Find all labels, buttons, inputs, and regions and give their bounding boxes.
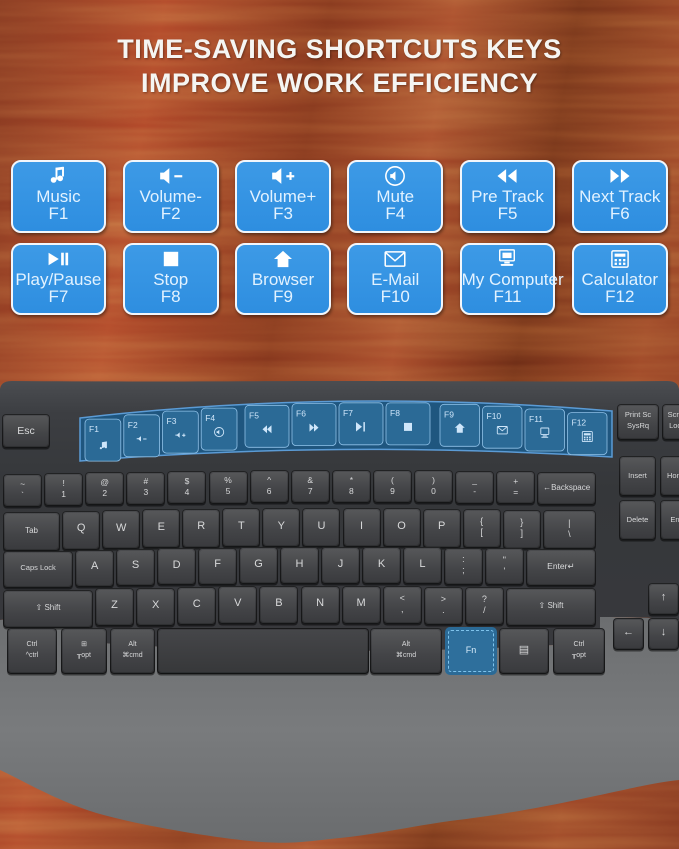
svg-text:F11: F11 bbox=[529, 414, 543, 424]
svg-text:F1: F1 bbox=[89, 424, 99, 434]
svg-text:F10: F10 bbox=[487, 411, 502, 421]
svg-text:F8: F8 bbox=[390, 408, 400, 418]
svg-text:F4: F4 bbox=[205, 413, 215, 423]
svg-text:F12: F12 bbox=[572, 418, 587, 428]
svg-text:F2: F2 bbox=[128, 420, 138, 430]
svg-text:F7: F7 bbox=[343, 408, 353, 418]
svg-text:F3: F3 bbox=[167, 416, 177, 426]
svg-text:F5: F5 bbox=[249, 410, 259, 420]
svg-text:F6: F6 bbox=[296, 409, 306, 419]
svg-text:F9: F9 bbox=[444, 409, 454, 419]
